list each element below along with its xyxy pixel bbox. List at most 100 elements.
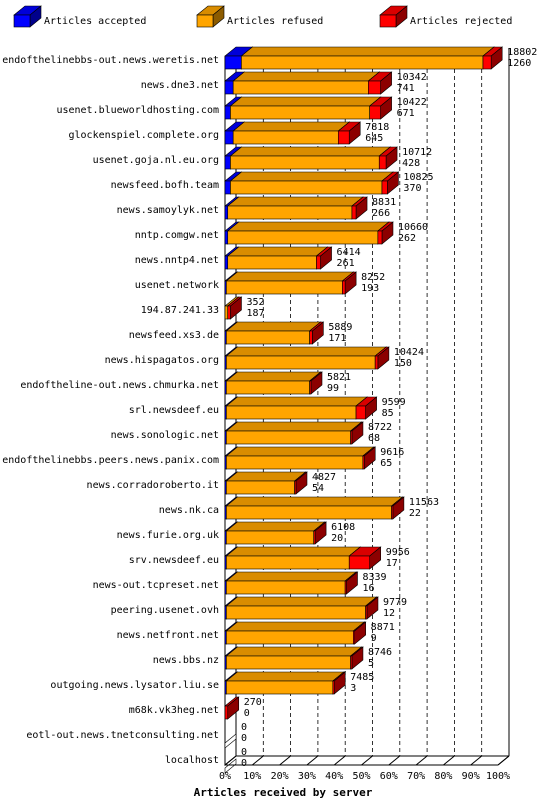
bar-row bbox=[224, 671, 347, 695]
legend-swatch-rejected-face bbox=[379, 14, 397, 28]
bar-rejected bbox=[341, 271, 357, 295]
bar-refused-face bbox=[232, 130, 339, 145]
value-total: 8252 bbox=[361, 272, 385, 283]
bar-refused-face bbox=[226, 455, 364, 470]
bar-rejected-face bbox=[350, 655, 353, 670]
value-total: 9956 bbox=[386, 547, 410, 558]
bar-rejected bbox=[337, 121, 362, 145]
value-rejected: 9 bbox=[371, 633, 377, 644]
x-tick-label: 30% bbox=[298, 771, 316, 782]
bar-refused-face bbox=[226, 605, 366, 620]
value-total: 9616 bbox=[380, 447, 404, 458]
bar-rejected-face bbox=[227, 305, 231, 320]
bar-rejected bbox=[349, 421, 364, 445]
bar-row bbox=[224, 371, 323, 395]
value-rejected: 68 bbox=[368, 433, 380, 444]
bar-rejected bbox=[355, 396, 378, 420]
bar-rejected bbox=[331, 671, 347, 695]
bar-refused-face bbox=[226, 355, 376, 370]
bar-row bbox=[224, 621, 367, 645]
server-labels: endofthelinebbs-out.news.weretis.net news… bbox=[2, 55, 219, 766]
bar-refused-face bbox=[226, 380, 310, 395]
x-tick bbox=[251, 755, 264, 766]
bar-refused-top bbox=[229, 171, 394, 182]
value-rejected: 0 bbox=[241, 733, 247, 744]
bar-refused-face bbox=[230, 180, 383, 195]
bar-rejected-face bbox=[224, 705, 229, 720]
server-label: localhost bbox=[165, 755, 219, 766]
legend-label-rejected: Articles rejected bbox=[410, 16, 512, 27]
bar-refused-face bbox=[226, 405, 357, 420]
server-label: news.nntp4.net bbox=[135, 255, 219, 266]
bar-accepted-face bbox=[224, 155, 231, 170]
bar-refused-top bbox=[225, 571, 357, 582]
value-rejected: 12 bbox=[383, 608, 395, 619]
bar-rejected bbox=[351, 196, 368, 220]
bar-refused-top bbox=[225, 596, 378, 607]
bar-refused-face bbox=[241, 55, 484, 70]
server-label: peering.usenet.ovh bbox=[111, 605, 219, 616]
value-total: 10424 bbox=[394, 347, 424, 358]
x-tick bbox=[224, 755, 237, 766]
bar-rejected bbox=[315, 246, 333, 270]
bar-rejected-face bbox=[353, 630, 355, 645]
bar-rejected-face bbox=[369, 105, 381, 120]
bar-refused bbox=[225, 621, 366, 645]
bar-row bbox=[224, 196, 368, 220]
bar-refused bbox=[232, 121, 351, 145]
bar-refused bbox=[225, 321, 322, 345]
legend: Articles accepted Articles refused Article… bbox=[13, 5, 512, 28]
value-total: 9779 bbox=[383, 597, 407, 608]
server-label: news.samoylyk.net bbox=[117, 205, 219, 216]
bar-row bbox=[224, 396, 378, 420]
server-label: nntp.comgw.net bbox=[135, 230, 219, 241]
value-total: 10660 bbox=[398, 222, 428, 233]
server-label: usenet.network bbox=[135, 280, 219, 291]
bar-row bbox=[224, 546, 382, 570]
server-label: eotl-out.news.tnetconsulting.net bbox=[26, 730, 219, 741]
x-axis-label: Articles received by server bbox=[194, 786, 373, 799]
server-label: newsfeed.bofh.team bbox=[111, 180, 219, 191]
bar-rejected-face bbox=[337, 130, 350, 145]
value-total: 7485 bbox=[350, 672, 374, 683]
bar-rejected-face bbox=[344, 580, 347, 595]
value-rejected: 150 bbox=[394, 358, 412, 369]
bar-rejected bbox=[349, 646, 364, 670]
bar-rejected-face bbox=[381, 180, 388, 195]
bar-row bbox=[224, 221, 394, 245]
bar-rejected bbox=[368, 96, 393, 120]
server-label: news.corradoroberto.it bbox=[87, 480, 219, 491]
x-axis: 0% 10% 20% 30% 40% 50% 60% 70% 80% 90% 100% bbox=[219, 48, 510, 782]
bar-refused bbox=[226, 196, 364, 220]
bar-row bbox=[224, 71, 393, 95]
bar-refused-top bbox=[225, 371, 322, 382]
value-rejected: 671 bbox=[397, 108, 415, 119]
bar-refused-face bbox=[226, 280, 343, 295]
bar-row bbox=[224, 733, 237, 749]
bar-refused bbox=[225, 546, 362, 570]
bar-rejected-face bbox=[362, 455, 365, 470]
bar-rejected-face bbox=[350, 430, 353, 445]
bar-rejected bbox=[224, 696, 240, 720]
bar-refused bbox=[226, 246, 329, 270]
x-tick-label: 90% bbox=[462, 771, 480, 782]
bar-refused bbox=[225, 496, 404, 520]
server-label: 194.87.241.33 bbox=[141, 305, 219, 316]
bar-rejected bbox=[344, 571, 359, 595]
value-rejected: 0 bbox=[241, 758, 247, 769]
bar-refused bbox=[225, 646, 363, 670]
bar-refused bbox=[225, 346, 387, 370]
value-rejected: 187 bbox=[246, 308, 264, 319]
bar-accepted-face bbox=[224, 80, 234, 95]
bar-refused bbox=[225, 421, 363, 445]
bar-row bbox=[224, 346, 390, 370]
value-total: 10825 bbox=[403, 172, 433, 183]
value-total: 8722 bbox=[368, 422, 392, 433]
bar-refused-face bbox=[226, 630, 354, 645]
bar-row bbox=[224, 321, 325, 345]
value-rejected: 266 bbox=[372, 208, 390, 219]
bar-refused-top bbox=[232, 71, 381, 82]
bar-refused bbox=[232, 71, 381, 95]
value-total: 6414 bbox=[337, 247, 361, 258]
